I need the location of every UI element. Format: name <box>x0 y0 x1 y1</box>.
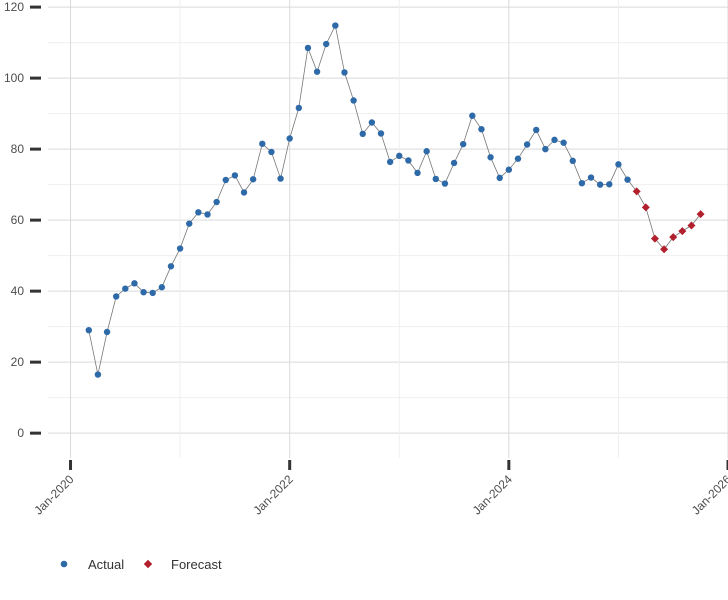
actual-point <box>332 22 339 29</box>
actual-point <box>405 157 412 164</box>
x-tick-label: Jan-2026 <box>689 472 728 518</box>
actual-point <box>240 189 248 196</box>
actual-point <box>587 174 595 181</box>
actual-point <box>103 328 111 336</box>
actual-point <box>423 148 430 155</box>
actual-point <box>304 44 312 52</box>
actual-point <box>213 198 220 206</box>
forecast-point <box>669 233 678 242</box>
actual-point <box>313 68 321 75</box>
actual-point <box>560 139 567 146</box>
actual-point <box>441 180 449 187</box>
legend-label-actual: Actual <box>88 557 124 572</box>
actual-point <box>350 97 357 104</box>
actual-point <box>295 104 303 112</box>
actual-point <box>450 159 458 167</box>
actual-point <box>85 326 92 334</box>
x-tick-label: Jan-2022 <box>251 472 297 518</box>
data-points <box>85 22 705 378</box>
actual-point <box>487 154 494 161</box>
legend: Actual Forecast <box>60 557 222 572</box>
actual-point <box>195 209 202 216</box>
grid-lines <box>48 0 728 458</box>
forecast-point <box>650 234 659 243</box>
actual-point <box>286 135 293 142</box>
actual-point <box>176 245 184 252</box>
forecast-point <box>632 187 641 196</box>
x-tick-label: Jan-2024 <box>470 472 516 518</box>
actual-point <box>158 284 166 291</box>
y-tick-label: 80 <box>11 142 25 156</box>
actual-point <box>533 126 540 134</box>
actual-point <box>341 69 348 76</box>
actual-point <box>396 152 403 160</box>
actual-point <box>615 161 622 168</box>
forecast-point <box>687 221 696 230</box>
legend-marker-actual <box>60 560 68 568</box>
actual-point <box>414 169 421 177</box>
actual-point <box>514 155 522 162</box>
actual-point <box>368 119 376 126</box>
actual-point <box>112 293 120 300</box>
forecast-point <box>696 210 705 219</box>
actual-point <box>167 263 175 270</box>
actual-point <box>131 280 138 287</box>
y-axis: 0 20 40 60 80 100 120 <box>4 0 41 440</box>
y-tick-label: 60 <box>11 213 25 227</box>
actual-point <box>140 288 147 296</box>
forecast-point <box>678 227 687 236</box>
actual-point <box>94 371 102 378</box>
actual-point <box>231 172 239 179</box>
actual-point <box>569 157 576 165</box>
actual-point <box>186 220 193 227</box>
actual-point <box>469 112 476 119</box>
legend-item-forecast: Forecast <box>143 557 222 572</box>
actual-point <box>496 174 503 182</box>
legend-marker-forecast <box>143 559 153 569</box>
actual-point <box>624 176 631 183</box>
actual-point <box>323 40 330 48</box>
actual-point <box>249 176 257 183</box>
legend-label-forecast: Forecast <box>171 557 222 572</box>
actual-point <box>578 180 586 187</box>
actual-point <box>359 130 366 138</box>
actual-point <box>386 158 394 166</box>
actual-point <box>596 181 604 188</box>
actual-point <box>551 136 558 144</box>
actual-point <box>606 181 613 188</box>
forecast-point <box>660 245 669 254</box>
actual-point <box>259 140 266 147</box>
actual-point <box>542 145 549 153</box>
x-tick-label: Jan-2020 <box>31 472 77 518</box>
actual-point <box>149 289 156 297</box>
y-tick-label: 100 <box>4 71 24 85</box>
actual-point <box>222 176 229 184</box>
actual-point <box>505 166 513 173</box>
actual-point <box>268 148 275 156</box>
actual-point <box>478 126 485 133</box>
y-tick-label: 20 <box>11 355 25 369</box>
x-axis: Jan-2020 Jan-2022 Jan-2024 Jan-2026 <box>31 460 728 518</box>
legend-item-actual: Actual <box>60 557 124 572</box>
actual-point <box>432 175 439 183</box>
actual-point <box>277 175 284 182</box>
actual-point <box>377 130 385 137</box>
actual-point <box>204 211 211 218</box>
y-tick-label: 120 <box>4 0 24 14</box>
actual-point <box>459 140 467 148</box>
forecast-point <box>641 203 650 212</box>
y-tick-label: 0 <box>17 426 24 440</box>
actual-point <box>523 141 531 148</box>
y-tick-label: 40 <box>11 284 25 298</box>
actual-point <box>122 285 129 292</box>
